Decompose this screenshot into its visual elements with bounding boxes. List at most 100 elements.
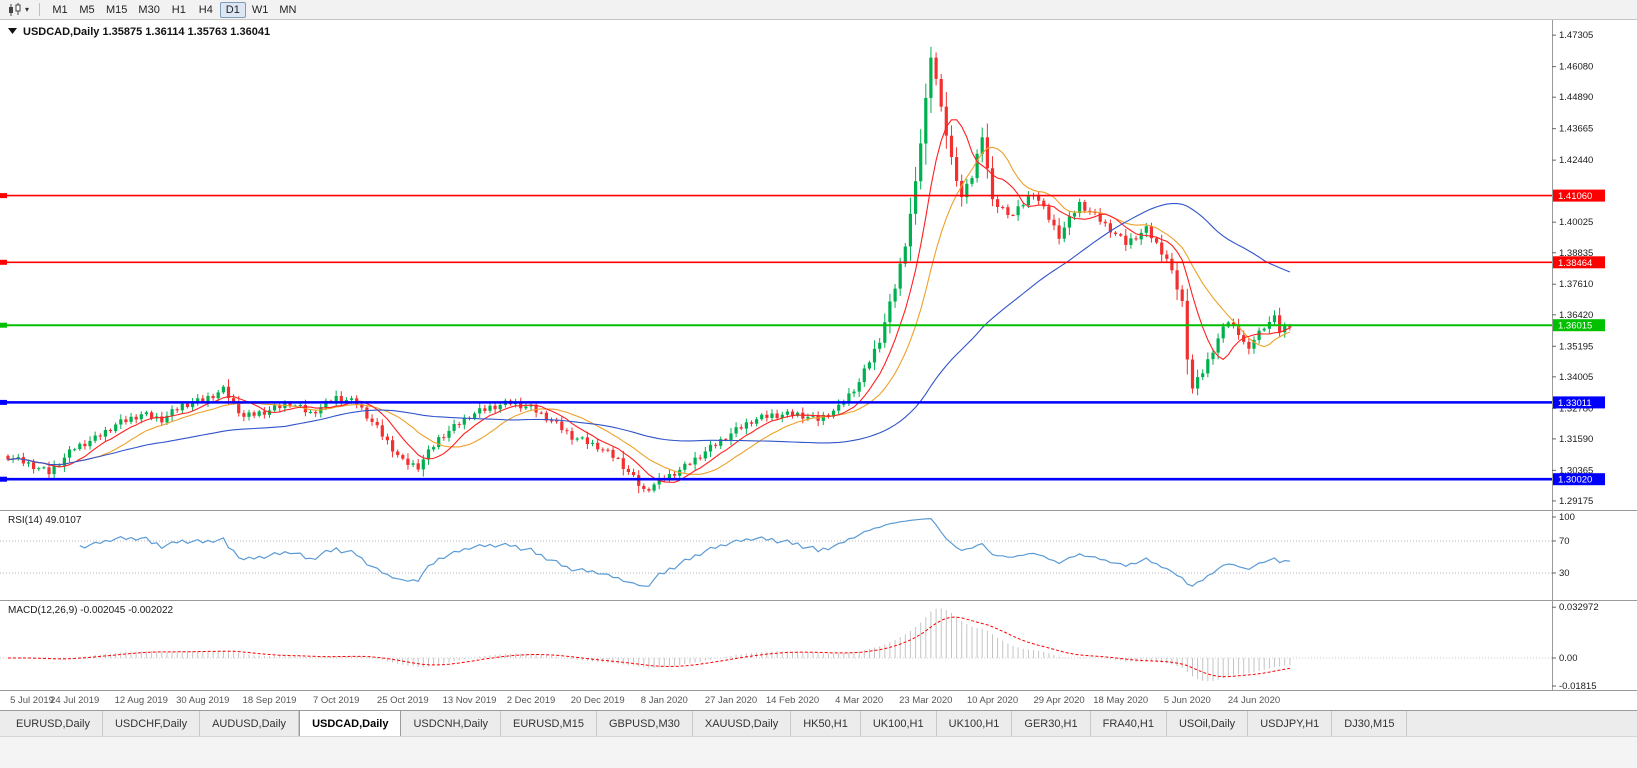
timeframe-button-w1[interactable]: W1	[251, 3, 269, 16]
timeframe-button-d1[interactable]: D1	[219, 1, 246, 18]
price-line-axis-label-text: 1.41060	[1558, 191, 1592, 202]
x-axis-label: 12 Aug 2019	[115, 695, 168, 706]
x-axis-label: 29 Apr 2020	[1033, 695, 1084, 706]
chart-menu-triangle-icon[interactable]	[8, 28, 17, 34]
y-axis-tick-label: 1.47305	[1559, 30, 1593, 41]
x-axis-label: 2 Dec 2019	[507, 695, 556, 706]
y-axis-tick-label: 1.46080	[1559, 62, 1593, 73]
y-axis-tick-label: 1.43665	[1559, 124, 1593, 135]
y-axis-tick-label: 1.42440	[1559, 155, 1593, 166]
timeframe-button-m15[interactable]: M15	[106, 3, 128, 16]
tab-fra40-h1[interactable]: FRA40,H1	[1091, 711, 1167, 736]
tab-eurusd-m15[interactable]: EURUSD,M15	[501, 711, 597, 736]
x-axis-label: 13 Nov 2019	[443, 695, 497, 706]
tab-audusd-daily[interactable]: AUDUSD,Daily	[200, 711, 300, 736]
x-axis-label: 5 Jul 2019	[10, 695, 54, 706]
tab-hk50-h1[interactable]: HK50,H1	[791, 711, 861, 736]
rsi-line	[79, 517, 1290, 587]
timeframe-buttons-group: M1 M5 M15 M30 H1 H4 D1 W1 MN	[47, 1, 301, 18]
macd-axis-tick-label: 0.00	[1559, 653, 1578, 664]
toolbar-separator	[39, 3, 41, 16]
rsi-axis-tick-label: 30	[1559, 568, 1570, 579]
tab-ger30-h1[interactable]: GER30,H1	[1012, 711, 1091, 736]
x-axis-label: 18 May 2020	[1093, 695, 1148, 706]
chart-type-dropdown[interactable]: ▾	[4, 2, 32, 18]
tab-uk100-h1[interactable]: UK100,H1	[937, 711, 1013, 736]
timeframe-button-m5[interactable]: M5	[79, 3, 95, 16]
tab-uk100-h1[interactable]: UK100,H1	[861, 711, 937, 736]
macd-histogram	[12, 608, 1291, 682]
x-axis-label: 4 Mar 2020	[835, 695, 883, 706]
tab-gbpusd-m30[interactable]: GBPUSD,M30	[597, 711, 693, 736]
x-axis-label: 30 Aug 2019	[176, 695, 229, 706]
x-axis-label: 24 Jun 2020	[1228, 695, 1280, 706]
macd-label: MACD(12,26,9) -0.002045 -0.002022	[8, 605, 174, 616]
y-axis-tick-label: 1.38835	[1559, 248, 1593, 259]
tab-eurusd-daily[interactable]: EURUSD,Daily	[4, 711, 103, 736]
x-axis-label: 25 Oct 2019	[377, 695, 429, 706]
price-line-axis-label	[1553, 256, 1605, 269]
macd-axis-tick-label: 0.032972	[1559, 602, 1599, 613]
tab-dj30-m15[interactable]: DJ30,M15	[1332, 711, 1408, 736]
x-axis-label: 14 Feb 2020	[766, 695, 819, 706]
y-axis-tick-label: 1.35195	[1559, 341, 1593, 352]
price-line-axis-label-text: 1.33011	[1558, 398, 1592, 409]
price-line-axis-label-text: 1.38464	[1558, 258, 1592, 269]
timeframe-button-mn[interactable]: MN	[279, 3, 297, 16]
y-axis-tick-label: 1.44890	[1559, 92, 1593, 103]
line-left-tag[interactable]	[0, 322, 7, 328]
ma-mid-line	[7, 146, 1291, 475]
rsi-label: RSI(14) 49.0107	[8, 515, 82, 526]
x-axis-label: 23 Mar 2020	[899, 695, 952, 706]
tab-usdcad-daily[interactable]: USDCAD,Daily	[299, 710, 402, 736]
y-axis-tick-label: 1.32780	[1559, 403, 1593, 414]
price-line-axis-label-text: 1.30020	[1558, 475, 1592, 486]
chart-background	[0, 20, 1637, 690]
y-axis-tick-label: 1.31590	[1559, 434, 1593, 445]
price-line-axis-label	[1553, 189, 1605, 202]
main-chart[interactable]: 1.47305 1.46080 1.44890 1.43665 1.42440 1.400…	[0, 20, 1637, 710]
x-axis-label: 24 Jul 2019	[50, 695, 99, 706]
macd-axis-tick-label: -0.01815	[1559, 681, 1597, 692]
chart-window[interactable]: 1.47305 1.46080 1.44890 1.43665 1.42440 1.400…	[0, 20, 1637, 710]
y-axis-tick-label: 1.29175	[1559, 496, 1593, 507]
status-bar	[0, 736, 1637, 768]
candlestick-chart-icon	[9, 2, 21, 16]
x-axis-label: 10 Apr 2020	[967, 695, 1018, 706]
timeframe-button-m30[interactable]: M30	[138, 3, 160, 16]
chart-title: USDCAD,Daily 1.35875 1.36114 1.35763 1.3…	[23, 26, 270, 38]
tab-usoil-daily[interactable]: USOil,Daily	[1167, 711, 1249, 736]
timeframe-button-m1[interactable]: M1	[52, 3, 68, 16]
tab-usdcnh-daily[interactable]: USDCNH,Daily	[401, 711, 502, 736]
tab-xauusd-daily[interactable]: XAUUSD,Daily	[693, 711, 792, 736]
line-left-tag[interactable]	[0, 476, 7, 482]
line-left-tag[interactable]	[0, 259, 7, 265]
tab-usdjpy-h1[interactable]: USDJPY,H1	[1248, 711, 1333, 736]
ma-fast-line	[7, 119, 1291, 483]
ma-slow-line	[7, 203, 1291, 466]
rsi-axis-tick-label: 100	[1559, 512, 1575, 523]
y-axis-tick-label: 1.36420	[1559, 310, 1593, 321]
x-axis-label: 8 Jan 2020	[641, 695, 688, 706]
line-left-tag[interactable]	[0, 399, 7, 405]
price-line-axis-label	[1553, 319, 1605, 332]
x-axis-label: 20 Dec 2019	[571, 695, 625, 706]
x-axis-label: 18 Sep 2019	[243, 695, 297, 706]
rsi-axis-tick-label: 70	[1559, 536, 1570, 547]
timeframe-button-h1[interactable]: H1	[171, 3, 186, 16]
chart-tab-bar: EURUSD,Daily USDCHF,Daily AUDUSD,Daily USDC…	[0, 710, 1637, 736]
tab-usdchf-daily[interactable]: USDCHF,Daily	[103, 711, 201, 736]
y-axis-tick-label: 1.37610	[1559, 279, 1593, 290]
price-line-axis-label-text: 1.36015	[1558, 321, 1592, 332]
x-axis-label: 7 Oct 2019	[313, 695, 359, 706]
y-axis-tick-label: 1.40025	[1559, 217, 1593, 228]
x-axis-label: 27 Jan 2020	[705, 695, 757, 706]
price-line-axis-label	[1553, 396, 1605, 409]
price-line-axis-label	[1553, 473, 1605, 486]
line-left-tag[interactable]	[0, 193, 7, 199]
y-axis-tick-label: 1.30365	[1559, 465, 1593, 476]
x-axis-label: 5 Jun 2020	[1164, 695, 1211, 706]
timeframe-button-h4[interactable]: H4	[198, 3, 213, 16]
y-axis-tick-label: 1.34005	[1559, 372, 1593, 383]
macd-signal-line	[8, 616, 1290, 678]
